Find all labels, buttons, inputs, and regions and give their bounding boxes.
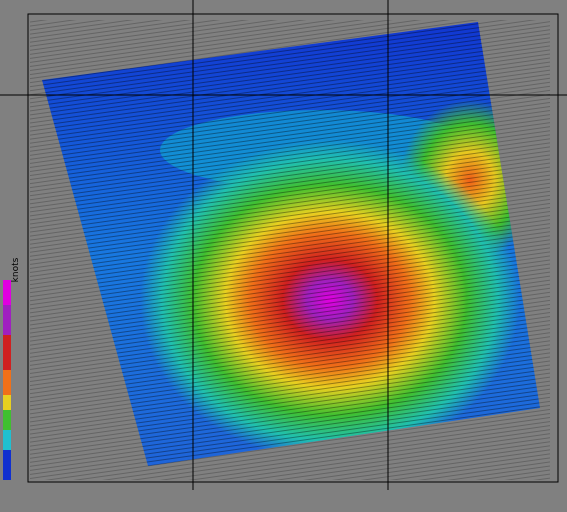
color-step [3,305,11,335]
frame [27,13,559,483]
colorbar-label: knots [11,257,21,282]
color-step [3,280,11,305]
colorbar: knots [3,257,21,480]
color-step [3,450,11,480]
color-step [3,395,11,410]
color-step [3,335,11,370]
color-step [3,430,11,450]
color-step [3,370,11,395]
color-step [3,410,11,430]
